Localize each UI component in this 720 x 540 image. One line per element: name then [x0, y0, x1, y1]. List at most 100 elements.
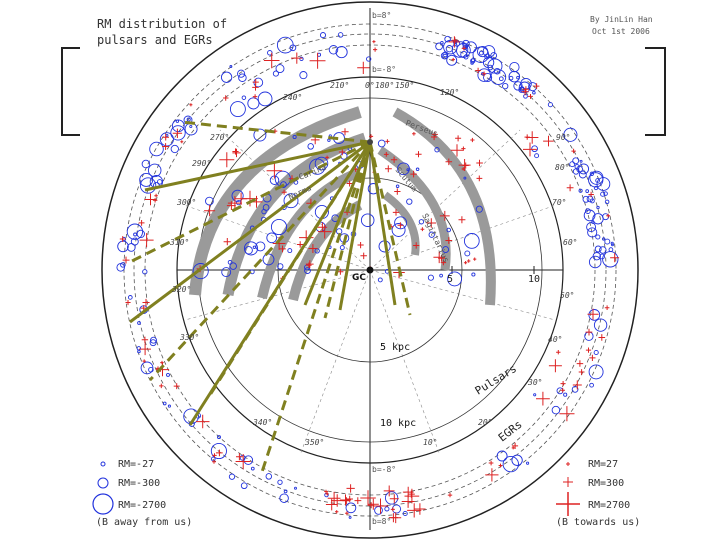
positive-rm-marker	[173, 383, 180, 390]
positive-rm-marker	[122, 256, 130, 264]
positive-rm-marker	[448, 36, 461, 48]
positive-rm-marker	[536, 391, 550, 406]
positive-rm-marker	[431, 133, 438, 141]
positive-rm-marker	[297, 241, 304, 248]
negative-rm-marker	[435, 42, 443, 51]
negative-rm-marker	[127, 295, 133, 300]
negative-rm-marker	[594, 245, 602, 253]
negative-rm-marker	[415, 167, 420, 172]
negative-rm-marker	[167, 404, 171, 408]
negative-rm-marker	[477, 68, 491, 82]
positive-rm-marker	[598, 334, 606, 341]
negative-rm-marker	[319, 32, 327, 39]
negative-rm-marker	[374, 506, 383, 515]
legend-left-3: RM=-2700	[118, 500, 166, 511]
positive-rm-marker	[154, 193, 158, 198]
positive-rm-marker	[219, 152, 235, 168]
positive-rm-marker	[291, 52, 303, 64]
positive-rm-marker	[142, 298, 150, 306]
positive-rm-marker	[523, 142, 537, 157]
negative-rm-marker	[292, 134, 297, 140]
svg-text:340°: 340°	[252, 418, 272, 427]
negative-rm-marker	[478, 50, 484, 56]
negative-rm-marker	[241, 95, 247, 100]
positive-rm-marker	[475, 67, 481, 74]
positive-rm-marker	[390, 512, 402, 524]
positive-rm-marker	[242, 190, 258, 207]
negative-rm-marker	[277, 479, 283, 485]
negative-rm-marker	[585, 208, 591, 214]
negative-rm-marker	[252, 245, 257, 249]
positive-rm-marker	[426, 218, 436, 228]
legend-left-note: (B away from us)	[96, 517, 192, 528]
axis-5-label: 5	[447, 274, 453, 285]
positive-rm-marker	[461, 46, 467, 51]
negative-rm-marker	[463, 54, 469, 60]
negative-rm-marker	[513, 81, 523, 91]
negative-rm-marker	[418, 219, 425, 225]
positive-rm-marker	[589, 354, 596, 361]
svg-text:350°: 350°	[304, 438, 324, 447]
positive-rm-marker	[373, 498, 389, 514]
negative-rm-marker	[126, 243, 136, 252]
negative-rm-marker	[270, 218, 288, 236]
negative-rm-marker	[475, 205, 483, 213]
positive-rm-marker	[521, 88, 529, 96]
negative-rm-marker	[255, 241, 266, 252]
positive-rm-marker	[345, 511, 349, 515]
negative-rm-marker	[166, 372, 170, 377]
negative-rm-marker	[395, 184, 400, 188]
positive-rm-marker	[559, 406, 575, 422]
positive-rm-marker	[412, 132, 416, 136]
negative-rm-marker	[148, 366, 154, 373]
positive-rm-marker	[346, 180, 353, 187]
negative-rm-marker	[483, 72, 493, 83]
positive-rm-marker	[159, 383, 164, 389]
negative-rm-marker	[345, 502, 357, 514]
legend-right-2: RM=300	[588, 478, 624, 489]
negative-rm-marker	[162, 401, 167, 406]
positive-rm-marker	[470, 137, 475, 143]
positive-rm-marker	[306, 262, 312, 268]
negative-rm-marker	[237, 69, 246, 78]
author-line1: By JinLin Han	[590, 15, 653, 24]
negative-rm-marker	[578, 188, 583, 193]
negative-rm-marker	[136, 229, 145, 239]
negative-rm-marker	[534, 153, 540, 159]
negative-rm-marker	[533, 393, 537, 397]
negative-rm-marker	[229, 262, 237, 270]
negative-rm-marker	[600, 191, 606, 197]
negative-rm-marker	[589, 198, 595, 204]
positive-rm-marker	[338, 148, 346, 156]
positive-rm-marker	[232, 148, 241, 158]
negative-rm-marker	[228, 473, 236, 480]
positive-rm-marker	[324, 489, 328, 494]
negative-rm-marker	[531, 145, 538, 153]
positive-rm-marker	[576, 360, 584, 367]
positive-rm-marker	[317, 222, 328, 232]
positive-rm-marker	[585, 328, 593, 336]
negative-rm-marker	[294, 486, 297, 490]
positive-rm-marker	[383, 152, 389, 157]
positive-rm-marker	[511, 442, 519, 449]
positive-rm-marker	[440, 259, 447, 266]
negative-rm-marker	[117, 240, 129, 253]
legend-positive-rm	[556, 462, 580, 516]
svg-text:10°: 10°	[423, 438, 437, 447]
negative-rm-marker	[137, 349, 141, 354]
positive-rm-marker	[252, 79, 259, 86]
negative-rm-marker	[532, 90, 536, 95]
negative-rm-marker	[516, 75, 520, 80]
positive-rm-marker	[566, 184, 574, 192]
gc-label: GC	[352, 273, 366, 283]
positive-rm-marker	[196, 414, 210, 429]
negative-rm-marker	[502, 82, 509, 90]
positive-rm-marker	[433, 251, 445, 264]
positive-rm-marker	[390, 507, 395, 512]
negative-rm-marker	[585, 189, 590, 193]
negative-rm-marker	[366, 56, 372, 62]
positive-rm-marker	[357, 61, 370, 74]
svg-text:70°: 70°	[552, 198, 566, 207]
negative-rm-marker	[442, 51, 449, 58]
positive-rm-marker	[498, 463, 503, 468]
